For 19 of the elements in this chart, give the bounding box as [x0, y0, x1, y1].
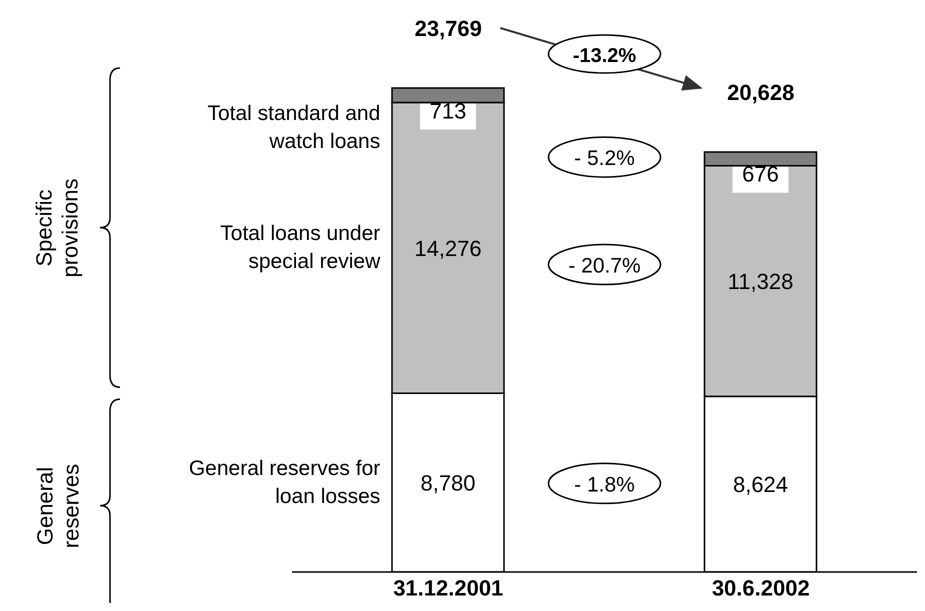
series-label: Total loans under special review	[219, 220, 380, 275]
data-label: 8,624	[732, 472, 788, 498]
data-label: 11,328	[728, 269, 794, 294]
total-label: 20,628	[727, 80, 794, 105]
text: Specific provisions	[32, 177, 84, 280]
text: -13.2%	[572, 44, 636, 67]
x-tick-label: 31.12.2001	[393, 576, 504, 601]
x-tick-label: 30.6.2002	[712, 576, 810, 601]
data-label: 713	[430, 98, 466, 124]
total-label: 23,769	[414, 16, 482, 42]
data-label: 14,276	[414, 236, 482, 261]
data-label: 676	[742, 162, 779, 187]
series-label: General reserves for loan losses	[188, 456, 380, 510]
annotation: - 1.8%	[574, 473, 635, 496]
series-label: Total standard and watch loans	[206, 101, 380, 155]
annotation: - 20.7%	[568, 254, 641, 278]
annotation: - 5.2%	[574, 147, 635, 170]
text: General reserves	[32, 462, 84, 550]
data-label: 8,780	[420, 470, 476, 496]
